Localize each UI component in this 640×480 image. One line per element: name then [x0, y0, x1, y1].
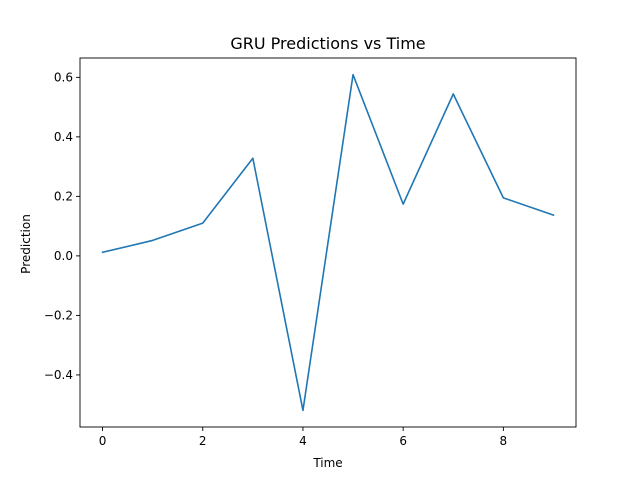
axes-frame	[79, 57, 577, 428]
y-axis-title: Prediction	[19, 214, 33, 274]
y-tick-label: 0.2	[54, 189, 73, 203]
y-tick-label: 0.6	[54, 70, 73, 84]
y-tick-label: −0.4	[44, 368, 73, 382]
chart-title: GRU Predictions vs Time	[230, 34, 425, 53]
y-tick-label: 0.4	[54, 130, 73, 144]
x-tick-label: 2	[199, 434, 207, 448]
series-line-0	[101, 73, 555, 412]
x-tick-label: 8	[500, 434, 508, 448]
y-tick-label: −0.2	[44, 308, 73, 322]
y-tick-label: 0.0	[54, 249, 73, 263]
x-tick-label: 0	[99, 434, 107, 448]
x-axis-title: Time	[312, 456, 342, 470]
x-tick-label: 6	[399, 434, 407, 448]
x-tick-label: 4	[299, 434, 307, 448]
plot-area: 0 2 4 6 8 −0.4 −0.2 0.0 0.2 0.4 0.6	[44, 57, 577, 448]
